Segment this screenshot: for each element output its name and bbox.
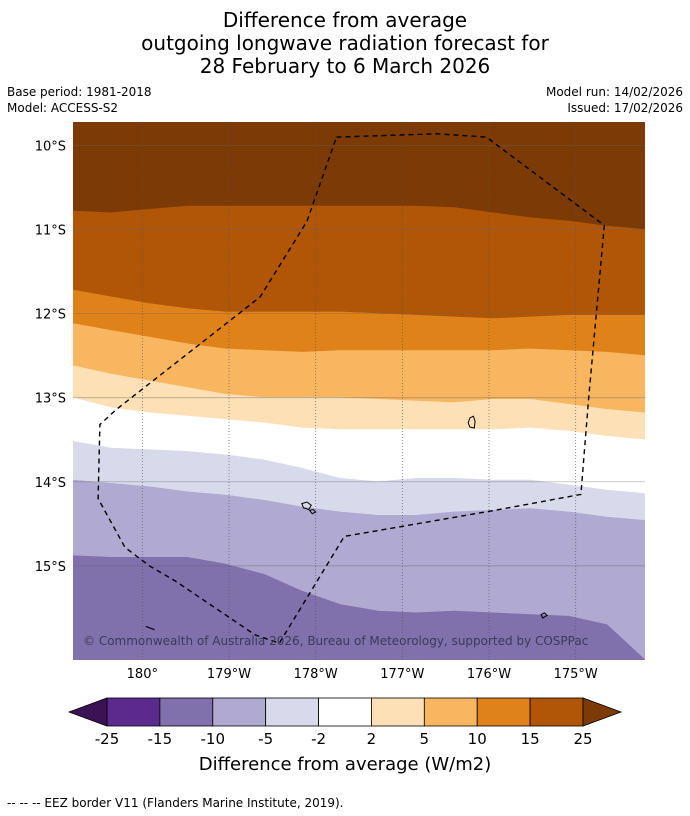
x-tick-label: 176°W: [467, 667, 511, 682]
colorbar-tick-label: -5: [258, 730, 273, 748]
colorbar-extend-high: [582, 697, 623, 727]
issued-date: Issued: 17/02/2026: [567, 101, 683, 115]
island-atoll-b: [301, 501, 312, 511]
x-tick-label: 177°W: [380, 667, 424, 682]
island-atoll-c: [308, 508, 317, 515]
colorbar-tick-label: -2: [311, 730, 326, 748]
colorbar-segment-5: [371, 697, 425, 727]
colorbar-tick-label: 2: [367, 730, 377, 748]
contour-band-1: [73, 205, 645, 320]
eez-border-line: [97, 133, 606, 645]
chart-title-line-3: 28 February to 6 March 2026: [199, 54, 491, 78]
model-name: Model: ACCESS-S2: [7, 101, 119, 115]
y-tick-label: 11°S: [35, 224, 66, 239]
colorbar-segment-7: [476, 697, 531, 727]
chart-title-line-2: outgoing longwave radiation forecast for: [141, 31, 549, 55]
island-reef-e: [145, 625, 155, 631]
colorbar-segment-1: [159, 697, 214, 727]
colorbar-extend-low: [67, 697, 108, 727]
colorbar-segment-8: [529, 697, 584, 727]
colorbar-segment-6: [423, 697, 478, 727]
island-atoll-d: [540, 612, 548, 619]
contour-band-8: [73, 555, 645, 660]
x-tick-label: 178°W: [294, 667, 338, 682]
colorbar-tick-label: 25: [573, 730, 592, 748]
colorbar-tick-label: 5: [420, 730, 430, 748]
colorbar-segment-4: [318, 697, 372, 727]
colorbar-tick-label: -25: [95, 730, 120, 748]
meta-right: Model run: 14/02/2026 Issued: 17/02/2026: [546, 84, 683, 116]
chart-title-line-1: Difference from average: [222, 8, 468, 32]
colorbar-label: Difference from average (W/m2): [199, 754, 491, 775]
colorbar-segment-0: [106, 697, 161, 727]
y-tick-label: 13°S: [35, 392, 66, 407]
meta-left: Base period: 1981-2018 Model: ACCESS-S2: [7, 84, 152, 116]
colorbar-segment-3: [265, 697, 319, 727]
colorbar-tick-label: -15: [148, 730, 173, 748]
x-tick-label: 180°: [127, 667, 158, 682]
colorbar-tick-label: 15: [521, 730, 540, 748]
x-tick-label: 175°W: [554, 667, 598, 682]
y-tick-label: 12°S: [35, 308, 66, 323]
x-tick-label: 179°W: [207, 667, 251, 682]
colorbar-segment-2: [212, 697, 267, 727]
y-tick-label: 15°S: [35, 560, 66, 575]
eez-footer-note: -- -- -- EEZ border V11 (Flanders Marine…: [7, 796, 344, 810]
colorbar-tick-label: 10: [468, 730, 487, 748]
model-run: Model run: 14/02/2026: [545, 85, 683, 99]
base-period: Base period: 1981-2018: [7, 85, 152, 99]
island-atoll-a: [467, 415, 476, 429]
y-tick-label: 10°S: [35, 140, 66, 155]
attribution-text: © Commonwealth of Australia 2026, Bureau…: [83, 634, 588, 648]
y-tick-label: 14°S: [35, 476, 66, 491]
colorbar-tick-label: -10: [201, 730, 226, 748]
